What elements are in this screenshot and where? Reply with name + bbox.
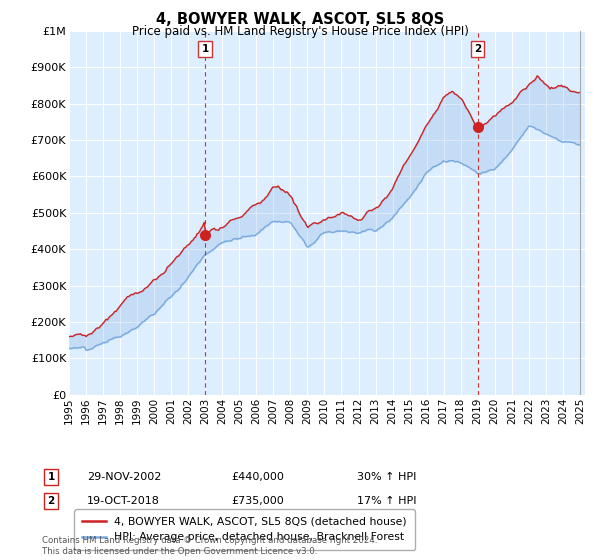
Text: 1: 1 — [47, 472, 55, 482]
Text: Price paid vs. HM Land Registry's House Price Index (HPI): Price paid vs. HM Land Registry's House … — [131, 25, 469, 38]
Text: 1: 1 — [202, 44, 209, 54]
Text: 17% ↑ HPI: 17% ↑ HPI — [357, 496, 416, 506]
Text: £735,000: £735,000 — [231, 496, 284, 506]
Text: 30% ↑ HPI: 30% ↑ HPI — [357, 472, 416, 482]
Text: 4, BOWYER WALK, ASCOT, SL5 8QS: 4, BOWYER WALK, ASCOT, SL5 8QS — [156, 12, 444, 27]
Legend: 4, BOWYER WALK, ASCOT, SL5 8QS (detached house), HPI: Average price, detached ho: 4, BOWYER WALK, ASCOT, SL5 8QS (detached… — [74, 510, 415, 550]
Text: Contains HM Land Registry data © Crown copyright and database right 2024.
This d: Contains HM Land Registry data © Crown c… — [42, 536, 377, 556]
Text: 19-OCT-2018: 19-OCT-2018 — [87, 496, 160, 506]
Text: 29-NOV-2002: 29-NOV-2002 — [87, 472, 161, 482]
Text: £440,000: £440,000 — [231, 472, 284, 482]
Text: 2: 2 — [474, 44, 481, 54]
Text: 2: 2 — [47, 496, 55, 506]
